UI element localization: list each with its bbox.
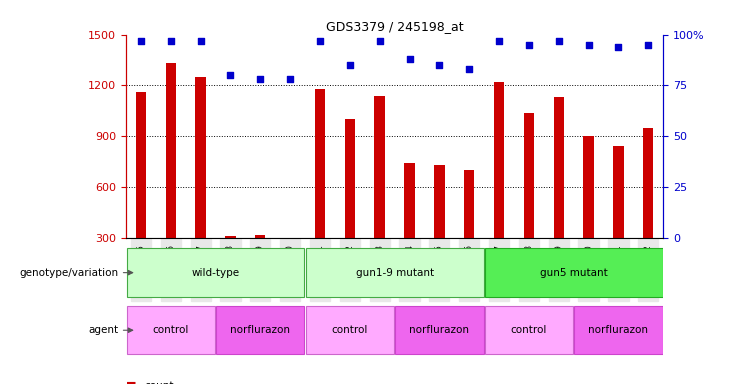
Point bbox=[463, 66, 475, 72]
Bar bbox=[554, 97, 564, 238]
Bar bbox=[216, 306, 305, 354]
Bar bbox=[583, 136, 594, 238]
Text: gun1-9 mutant: gun1-9 mutant bbox=[356, 268, 433, 278]
Bar bbox=[643, 128, 654, 238]
Text: norflurazon: norflurazon bbox=[588, 325, 648, 335]
Point bbox=[314, 38, 326, 44]
Bar bbox=[485, 306, 573, 354]
Point bbox=[493, 38, 505, 44]
Point bbox=[404, 56, 416, 62]
Bar bbox=[136, 92, 146, 238]
Bar bbox=[524, 113, 534, 238]
Point bbox=[523, 42, 535, 48]
Bar bbox=[434, 165, 445, 238]
Point bbox=[613, 44, 625, 50]
Text: control: control bbox=[511, 325, 547, 335]
Bar bbox=[395, 306, 484, 354]
Bar bbox=[225, 237, 236, 238]
Text: agent: agent bbox=[88, 325, 119, 335]
Point bbox=[433, 62, 445, 68]
Bar bbox=[315, 89, 325, 238]
Bar bbox=[614, 147, 624, 238]
Point bbox=[373, 38, 385, 44]
Bar bbox=[255, 235, 265, 238]
Text: norflurazon: norflurazon bbox=[230, 325, 290, 335]
Bar bbox=[574, 306, 662, 354]
Point bbox=[642, 42, 654, 48]
Text: gun5 mutant: gun5 mutant bbox=[539, 268, 608, 278]
Bar bbox=[127, 306, 215, 354]
Text: ■: ■ bbox=[126, 381, 140, 384]
Point bbox=[285, 76, 296, 83]
Bar bbox=[305, 306, 394, 354]
Point bbox=[254, 76, 266, 83]
Bar bbox=[374, 96, 385, 238]
Bar bbox=[345, 119, 355, 238]
Text: norflurazon: norflurazon bbox=[409, 325, 469, 335]
Title: GDS3379 / 245198_at: GDS3379 / 245198_at bbox=[326, 20, 463, 33]
Bar bbox=[494, 82, 505, 238]
Point bbox=[344, 62, 356, 68]
Bar bbox=[127, 248, 305, 297]
Bar bbox=[196, 77, 206, 238]
Bar bbox=[485, 248, 662, 297]
Text: genotype/variation: genotype/variation bbox=[19, 268, 119, 278]
Text: count: count bbox=[144, 381, 174, 384]
Bar bbox=[165, 63, 176, 238]
Bar bbox=[405, 164, 415, 238]
Bar bbox=[305, 248, 484, 297]
Point bbox=[135, 38, 147, 44]
Point bbox=[225, 72, 236, 78]
Text: control: control bbox=[153, 325, 189, 335]
Point bbox=[582, 42, 594, 48]
Point bbox=[165, 38, 176, 44]
Text: wild-type: wild-type bbox=[191, 268, 239, 278]
Point bbox=[553, 38, 565, 44]
Text: control: control bbox=[332, 325, 368, 335]
Bar bbox=[464, 170, 474, 238]
Point bbox=[195, 38, 207, 44]
